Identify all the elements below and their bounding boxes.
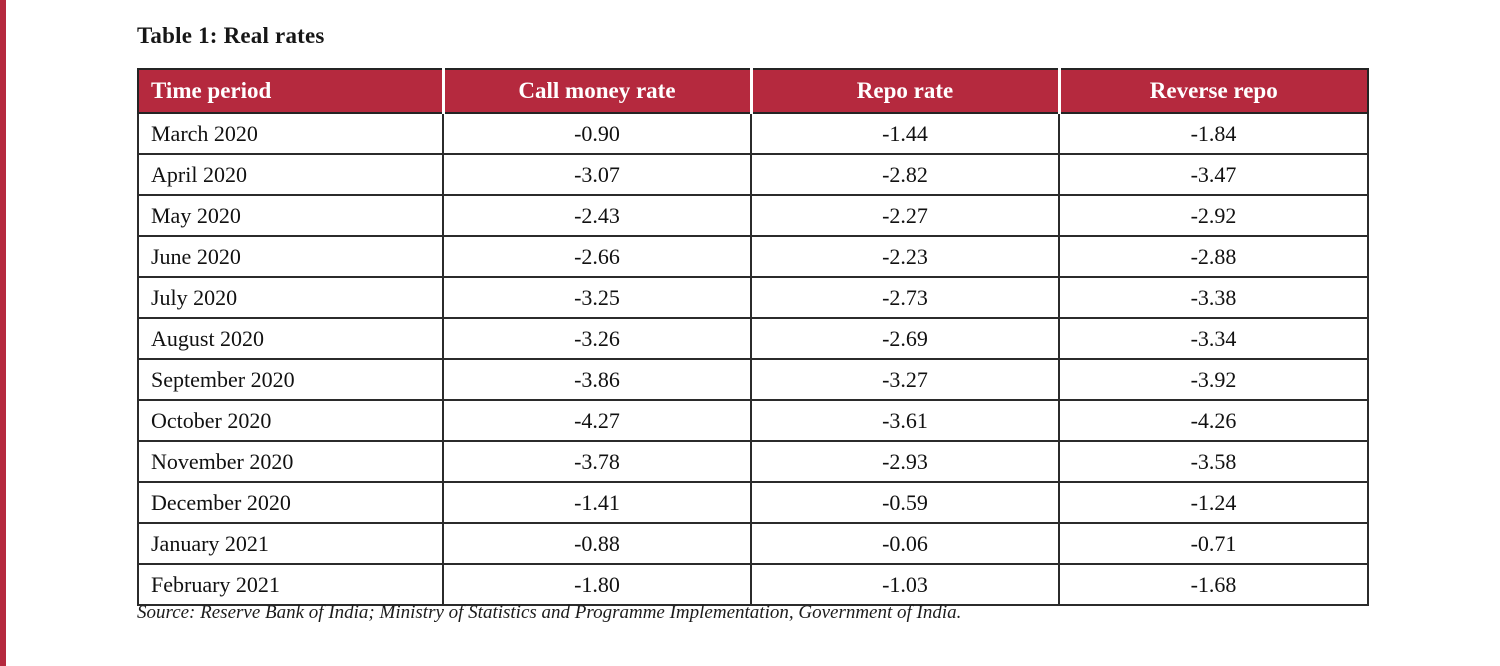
rate-value-cell: -2.23 xyxy=(750,235,1060,278)
rate-value-cell: -3.26 xyxy=(442,317,752,360)
time-period-cell: July 2020 xyxy=(137,276,444,319)
rate-value-cell: -0.59 xyxy=(750,481,1060,524)
rate-value-cell: -3.38 xyxy=(1058,276,1369,319)
table-header-row: Time period Call money rate Repo rate Rever… xyxy=(138,69,1368,114)
rate-value-cell: -1.03 xyxy=(750,563,1060,606)
rate-value-cell: -2.43 xyxy=(442,194,752,237)
rate-value-cell: -2.27 xyxy=(750,194,1060,237)
rate-value-cell: -3.61 xyxy=(750,399,1060,442)
rate-value-cell: -3.34 xyxy=(1058,317,1369,360)
rate-value-cell: -1.84 xyxy=(1058,112,1369,155)
rate-value-cell: -0.71 xyxy=(1058,522,1369,565)
table-row: March 2020 -0.90 -1.44 -1.84 xyxy=(137,112,1369,155)
table-row: September 2020 -3.86 -3.27 -3.92 xyxy=(137,358,1369,401)
rate-value-cell: -2.73 xyxy=(750,276,1060,319)
rate-value-cell: -0.06 xyxy=(750,522,1060,565)
rate-value-cell: -2.88 xyxy=(1058,235,1369,278)
table-row: August 2020 -3.26 -2.69 -3.34 xyxy=(137,317,1369,360)
rate-value-cell: -2.82 xyxy=(750,153,1060,196)
column-header-repo-rate: Repo rate xyxy=(749,69,1059,114)
rate-value-cell: -2.69 xyxy=(750,317,1060,360)
rate-value-cell: -3.86 xyxy=(442,358,752,401)
time-period-cell: June 2020 xyxy=(137,235,444,278)
rate-value-cell: -0.88 xyxy=(442,522,752,565)
column-header-reverse-repo: Reverse repo xyxy=(1057,69,1368,114)
time-period-cell: May 2020 xyxy=(137,194,444,237)
time-period-cell: September 2020 xyxy=(137,358,444,401)
time-period-cell: November 2020 xyxy=(137,440,444,483)
rate-value-cell: -4.26 xyxy=(1058,399,1369,442)
rate-value-cell: -4.27 xyxy=(442,399,752,442)
table-title: Table 1: Real rates xyxy=(137,23,325,48)
column-header-time-period: Time period xyxy=(138,69,443,114)
rate-value-cell: -1.80 xyxy=(442,563,752,606)
rate-value-cell: -1.44 xyxy=(750,112,1060,155)
table-row: October 2020 -4.27 -3.61 -4.26 xyxy=(137,399,1369,442)
rate-value-cell: -3.92 xyxy=(1058,358,1369,401)
table-row: November 2020 -3.78 -2.93 -3.58 xyxy=(137,440,1369,483)
rate-value-cell: -3.25 xyxy=(442,276,752,319)
time-period-cell: December 2020 xyxy=(137,481,444,524)
table-row: February 2021 -1.80 -1.03 -1.68 xyxy=(137,563,1369,606)
rate-value-cell: -3.47 xyxy=(1058,153,1369,196)
rate-value-cell: -1.24 xyxy=(1058,481,1369,524)
column-header-call-money-rate: Call money rate xyxy=(441,69,751,114)
time-period-cell: October 2020 xyxy=(137,399,444,442)
rate-value-cell: -0.90 xyxy=(442,112,752,155)
rate-value-cell: -3.27 xyxy=(750,358,1060,401)
rate-value-cell: -3.58 xyxy=(1058,440,1369,483)
rate-value-cell: -1.68 xyxy=(1058,563,1369,606)
rate-value-cell: -3.78 xyxy=(442,440,752,483)
table-row: July 2020 -3.25 -2.73 -3.38 xyxy=(137,276,1369,319)
table-body: March 2020 -0.90 -1.44 -1.84 April 2020 -3.07… xyxy=(137,112,1369,606)
rate-value-cell: -1.41 xyxy=(442,481,752,524)
rate-value-cell: -2.92 xyxy=(1058,194,1369,237)
time-period-cell: January 2021 xyxy=(137,522,444,565)
table-row: June 2020 -2.66 -2.23 -2.88 xyxy=(137,235,1369,278)
time-period-cell: August 2020 xyxy=(137,317,444,360)
rate-value-cell: -2.66 xyxy=(442,235,752,278)
rate-value-cell: -2.93 xyxy=(750,440,1060,483)
time-period-cell: March 2020 xyxy=(137,112,444,155)
source-note: Source: Reserve Bank of India; Ministry … xyxy=(137,602,962,623)
table-row: April 2020 -3.07 -2.82 -3.47 xyxy=(137,153,1369,196)
rate-value-cell: -3.07 xyxy=(442,153,752,196)
table-row: January 2021 -0.88 -0.06 -0.71 xyxy=(137,522,1369,565)
real-rates-table: Time period Call money rate Repo rate Rever… xyxy=(137,68,1369,606)
table-row: May 2020 -2.43 -2.27 -2.92 xyxy=(137,194,1369,237)
time-period-cell: April 2020 xyxy=(137,153,444,196)
time-period-cell: February 2021 xyxy=(137,563,444,606)
page-edge-accent-bar xyxy=(0,0,6,666)
table-row: December 2020 -1.41 -0.59 -1.24 xyxy=(137,481,1369,524)
